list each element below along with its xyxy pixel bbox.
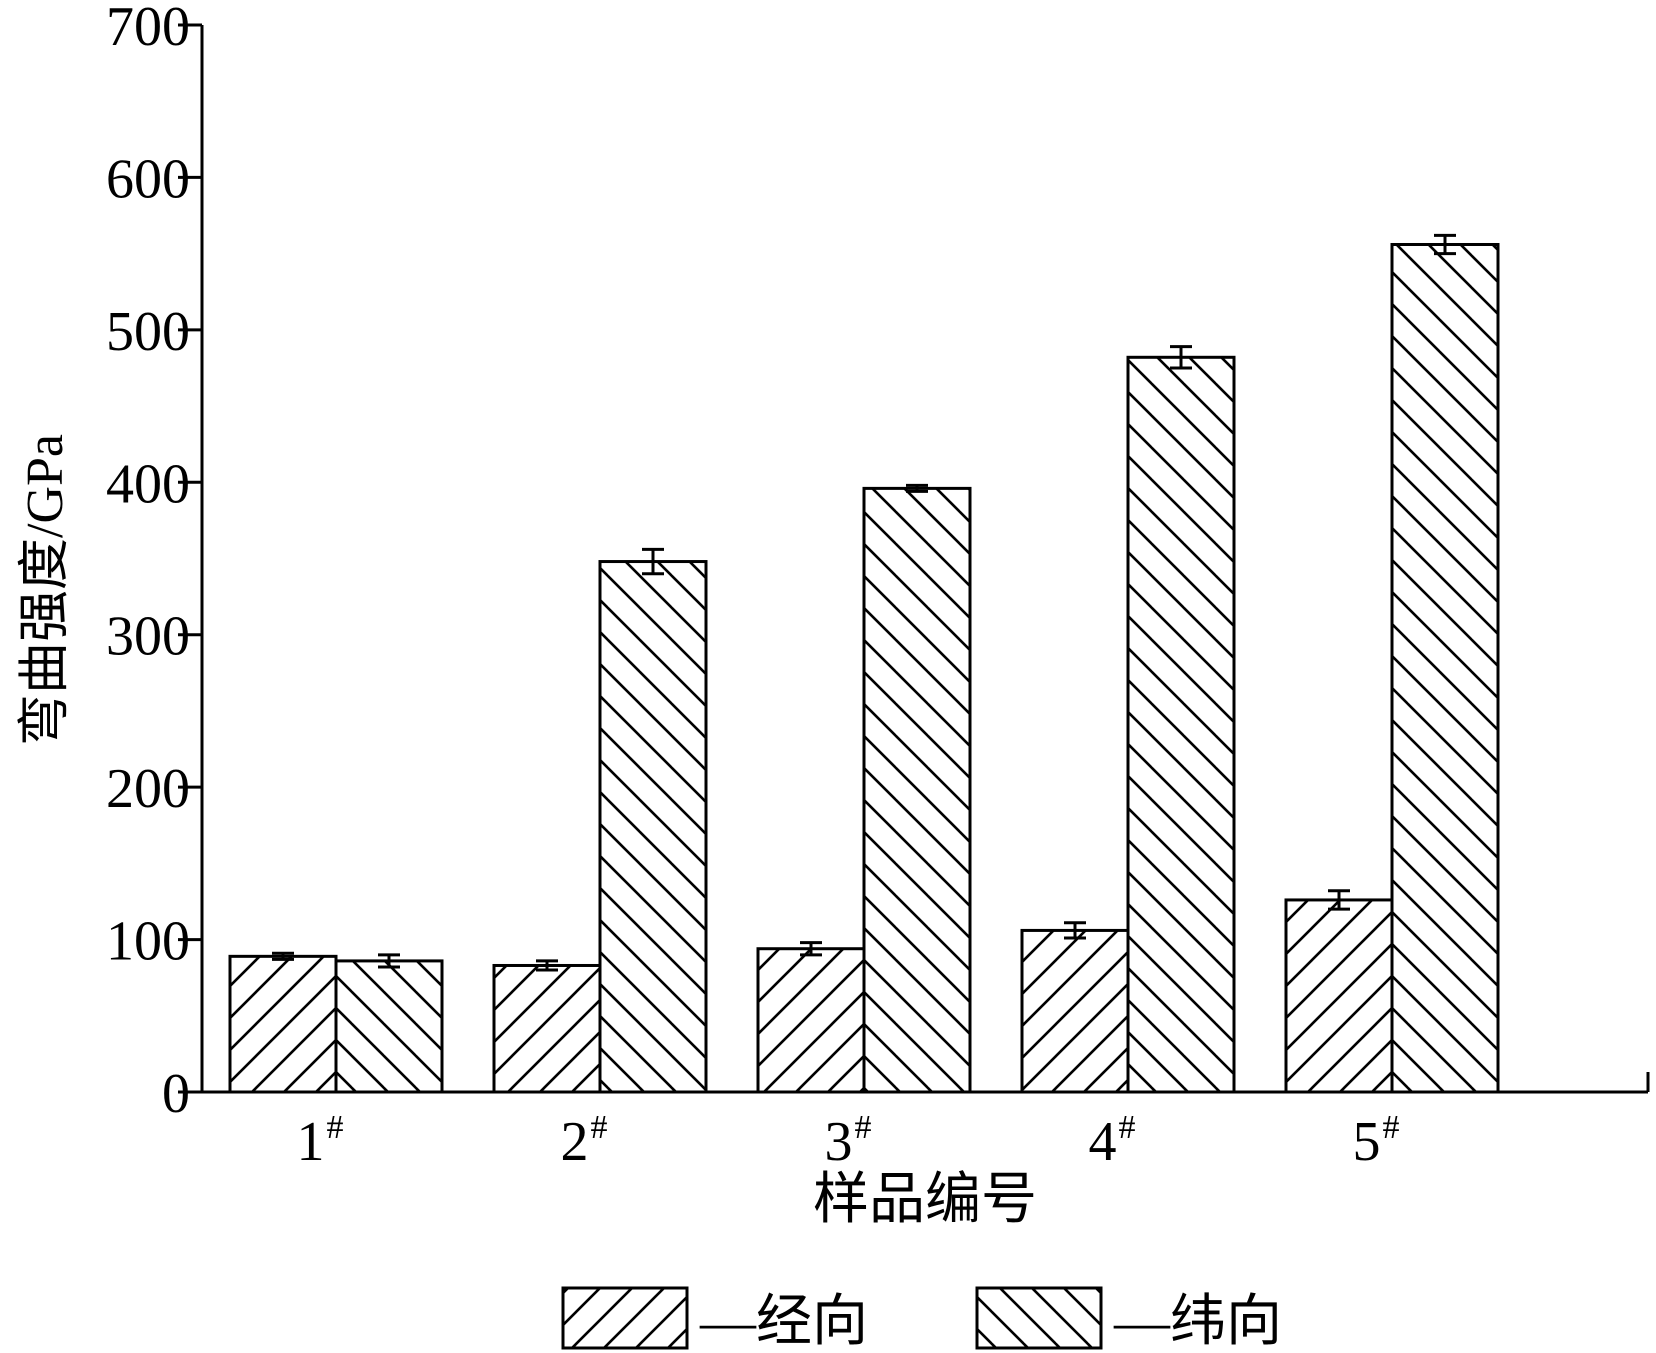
x-tick-label-1: 1# xyxy=(297,1109,344,1173)
y-tick-label-500: 500 xyxy=(106,301,190,363)
y-tick-label-400: 400 xyxy=(106,453,190,515)
y-tick-label-600: 600 xyxy=(106,148,190,210)
bar-5-纬向 xyxy=(1390,242,1500,1094)
x-tick-number-2: 2 xyxy=(561,1111,589,1173)
x-tick-number-1: 1 xyxy=(297,1111,325,1173)
y-tick-label-200: 200 xyxy=(106,758,190,820)
x-tick-labels: 1# 2# 3# 4# 5# xyxy=(297,1109,1400,1173)
bar-4-纬向 xyxy=(1126,355,1236,1094)
bar-4-经向 xyxy=(1020,928,1130,1094)
x-tick-label-4: 4# xyxy=(1089,1109,1136,1173)
bar-3-纬向 xyxy=(862,486,972,1094)
y-tick-label-0: 0 xyxy=(162,1063,190,1125)
bars xyxy=(228,242,1500,1094)
bar-1-纬向 xyxy=(334,959,444,1094)
y-tick-label-700: 700 xyxy=(106,0,190,58)
x-tick-label-5: 5# xyxy=(1353,1109,1400,1173)
y-tick-label-300: 300 xyxy=(106,606,190,668)
x-tick-mark-3: # xyxy=(855,1109,872,1146)
error-bars xyxy=(272,233,1456,972)
x-tick-label-2: 2# xyxy=(561,1109,608,1173)
x-tick-label-3: 3# xyxy=(825,1109,872,1173)
bar-5-经向 xyxy=(1284,898,1394,1094)
x-tick-mark-5: # xyxy=(1383,1109,1400,1146)
bar-2-纬向 xyxy=(598,560,708,1094)
x-tick-number-4: 4 xyxy=(1089,1111,1117,1173)
legend-swatch-warp xyxy=(561,1286,689,1350)
legend-label-weft: —纬向 xyxy=(1113,1291,1282,1353)
x-axis-label: 样品编号 xyxy=(813,1169,1037,1231)
x-tick-mark-1: # xyxy=(327,1109,344,1146)
bar-2-经向 xyxy=(492,963,602,1094)
legend: —经向 —纬向 xyxy=(561,1286,1282,1353)
y-tick-label-100: 100 xyxy=(106,911,190,973)
y-axis-label: 弯曲强度/GPa xyxy=(16,434,74,746)
legend-label-warp: —经向 xyxy=(699,1291,868,1353)
x-tick-number-3: 3 xyxy=(825,1111,853,1173)
x-tick-number-5: 5 xyxy=(1353,1111,1381,1173)
x-tick-mark-2: # xyxy=(591,1109,608,1146)
bar-3-经向 xyxy=(756,947,866,1094)
y-ticks: 0 100 200 300 400 500 600 700 xyxy=(106,0,202,1125)
legend-swatch-weft xyxy=(975,1286,1103,1350)
x-tick-mark-4: # xyxy=(1119,1109,1136,1146)
bar-1-经向 xyxy=(228,954,338,1094)
